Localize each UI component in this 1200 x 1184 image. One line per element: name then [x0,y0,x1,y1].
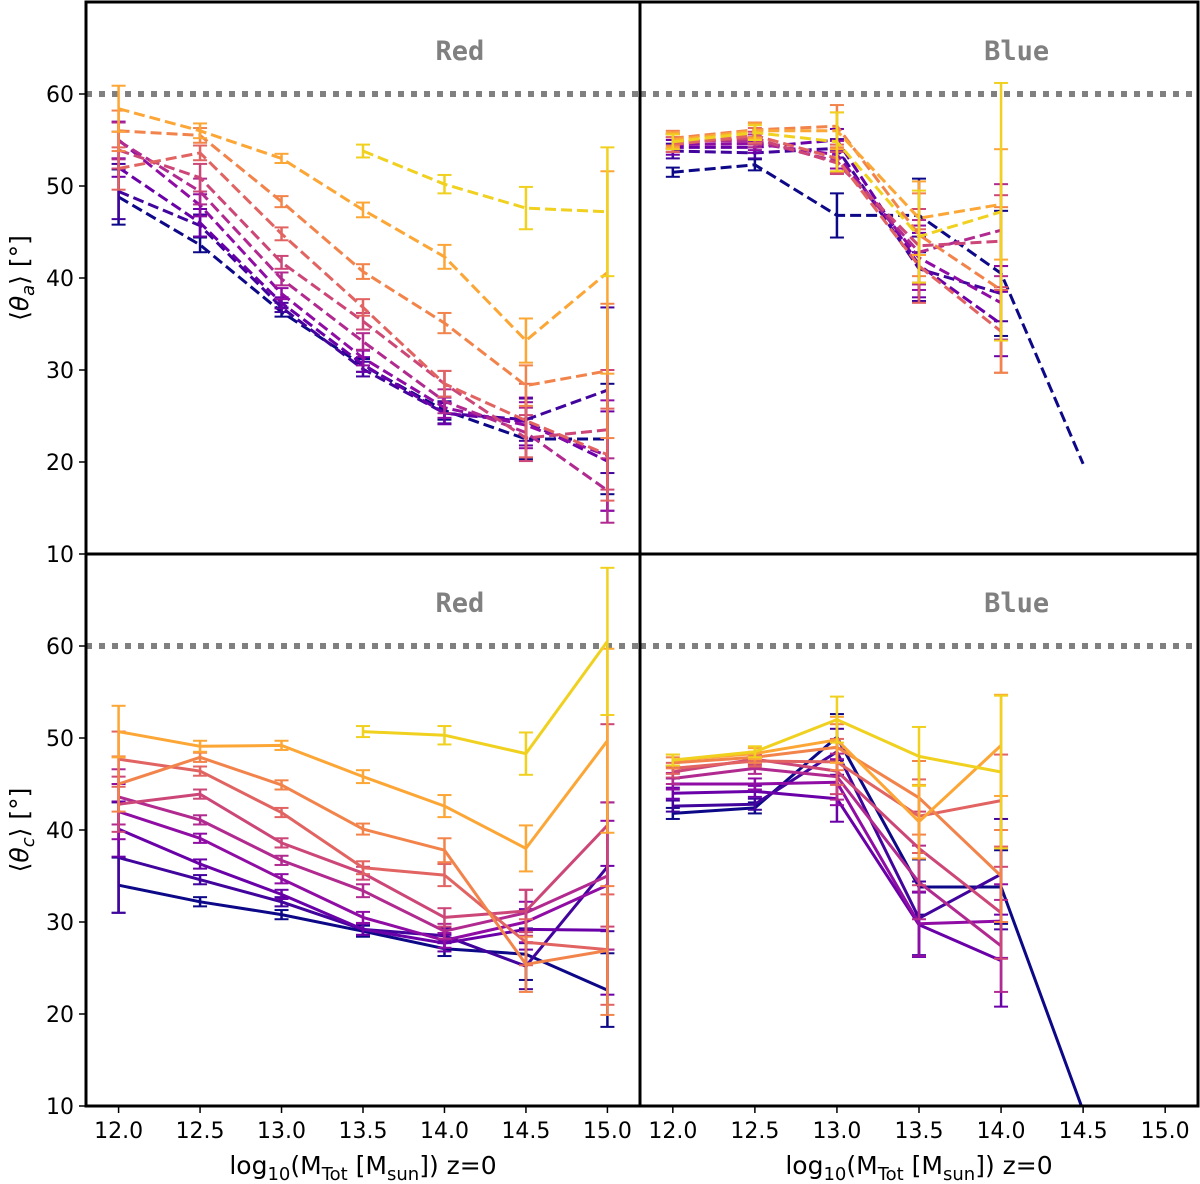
x-tick-label: 15.0 [1141,1119,1190,1144]
series-9 [356,143,615,278]
x-tick-label: 14.0 [420,1119,469,1144]
x-axis-label: log10(MTot [Msun]) z=0 [229,1151,496,1184]
y-axis-label: ⟨θc⟩ [°] [5,788,39,873]
series-9 [665,81,1009,342]
series-line [672,163,1085,465]
x-tick-label: 13.5 [339,1119,388,1144]
xlabel-part: [M [348,1151,387,1180]
x-tick-label: 14.5 [501,1119,550,1144]
y-tick-label: 10 [46,1095,74,1120]
panel-bottom-left: Red 10 20 30 40 50 60 12.0 12.5 13.0 13.5 14.0 14.5 1… [5,552,642,1184]
plot-area [640,643,1198,1106]
y-tick-label: 60 [46,635,74,660]
plot-area [86,566,640,1028]
panel-title: Blue [984,588,1049,619]
xlabel-sub: 10 [267,1164,290,1184]
series-9 [665,694,1009,850]
series-line [672,735,1084,1106]
y-tick-label: 20 [46,1003,74,1028]
ylabel-part: ⟩ [°] [5,235,34,285]
xlabel-sub: Tot [321,1164,348,1184]
x-axis-label: log10(MTot [Msun]) z=0 [785,1151,1052,1184]
panel-title: Red [436,588,485,619]
panel-bottom-right: Blue 12.0 12.5 13.0 13.5 14.0 14.5 15.0 log10(MT… [638,552,1200,1184]
x-tick-label: 13.0 [812,1119,861,1144]
x-tick-label: 14.0 [977,1119,1026,1144]
y-tick-label: 10 [46,543,74,568]
ylabel-sub: a [18,285,39,296]
panel-top-right: Blue [638,0,1200,556]
y-tick-label: 40 [46,819,74,844]
xlabel-sub: sun [943,1164,975,1184]
x-tick-label: 13.0 [257,1119,306,1144]
x-tick-label: 13.5 [895,1119,944,1144]
series-line [118,148,608,440]
y-tick-label: 50 [46,175,74,200]
ylabel-part: θ [5,296,34,311]
series-7 [111,109,615,440]
panel-title: Red [436,36,485,67]
xlabel-sub: Tot [877,1164,904,1184]
xlabel-part: log [785,1151,823,1180]
xlabel-part: [M [904,1151,943,1180]
ylabel-sub: c [18,837,39,847]
x-tick-label: 12.5 [730,1119,779,1144]
x-tick-label: 12.0 [94,1119,143,1144]
x-tick-label: 12.5 [176,1119,225,1144]
xlabel-part: ]) z=0 [975,1151,1052,1180]
ylabel-part: ⟨ [5,863,34,873]
y-tick-label: 50 [46,727,74,752]
plot-area [86,84,640,524]
xlabel-part: ]) z=0 [419,1151,496,1180]
x-tick-label: 14.5 [1059,1119,1108,1144]
y-tick-label: 60 [46,83,74,108]
xlabel-part: (M [290,1151,321,1180]
series-7 [111,751,615,1016]
series-9 [356,566,615,776]
y-tick-label: 30 [46,911,74,936]
y-tick-label: 30 [46,359,74,384]
y-axis-label: ⟨θa⟩ [°] [5,235,39,321]
panel-title: Blue [984,36,1049,67]
xlabel-part: log [229,1151,267,1180]
ylabel-part: ⟩ [°] [5,788,34,838]
x-tick-label: 15.0 [583,1119,632,1144]
xlabel-sub: sun [387,1164,419,1184]
plot-area [640,81,1198,465]
xlabel-sub: 10 [823,1164,846,1184]
y-tick-label: 20 [46,451,74,476]
ylabel-part: ⟨ [5,311,34,321]
x-tick-label: 12.0 [648,1119,697,1144]
panel-top-left: Red 10 20 30 40 50 60 ⟨θa⟩ [°] [5,0,642,568]
series-line [362,149,608,214]
series-0 [665,713,1084,1106]
panel-frame [638,552,1200,1108]
xlabel-part: (M [846,1151,877,1180]
y-tick-label: 40 [46,267,74,292]
ylabel-part: θ [5,847,34,862]
series-line [362,640,609,756]
series-6 [111,144,615,502]
